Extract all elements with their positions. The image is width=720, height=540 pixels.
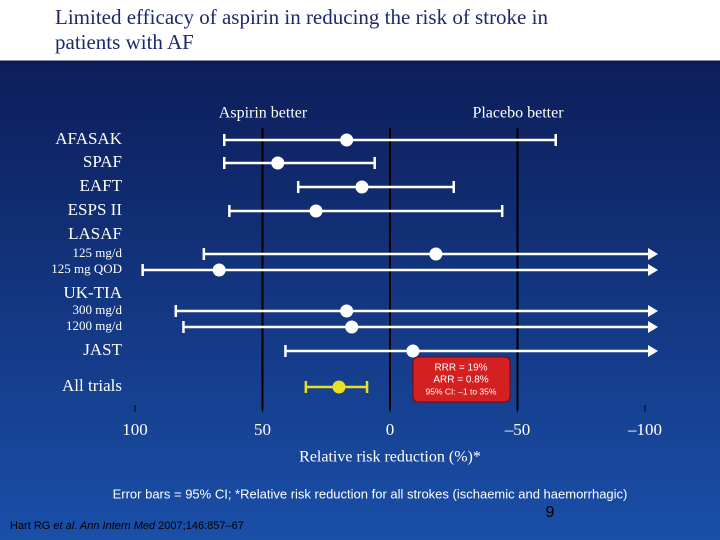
- row-label: 1200 mg/d: [66, 318, 122, 333]
- ci-arrow: [648, 321, 658, 333]
- citation: Hart RG et al. Ann Intern Med 2007;146:8…: [10, 520, 244, 532]
- estimate-point: [340, 133, 354, 147]
- row-label: SPAF: [83, 152, 122, 171]
- citation-part: et al. Ann Intern Med: [53, 520, 156, 532]
- x-tick-label: 0: [386, 420, 395, 439]
- estimate-point: [345, 320, 359, 334]
- row-label: 300 mg/d: [73, 302, 123, 317]
- row-label: 125 mg QOD: [51, 261, 122, 276]
- right-header: Placebo better: [472, 105, 564, 122]
- annotation-text: ARR = 0.8%: [433, 375, 488, 386]
- x-axis-title: Relative risk reduction (%)*: [299, 449, 481, 466]
- row-label: 125 mg/d: [73, 245, 123, 260]
- footnote: Error bars = 95% CI; *Relative risk redu…: [113, 486, 628, 501]
- x-tick-label: 100: [122, 420, 148, 439]
- title-line: patients with AF: [55, 30, 194, 54]
- citation-part: 2007;146:857–67: [155, 520, 244, 532]
- row-label: LASAF: [68, 224, 122, 243]
- estimate-point: [332, 380, 346, 394]
- page-number: 9: [546, 504, 555, 521]
- plot: Aspirin better Placebo better 100 50 0 –50 –10…: [51, 105, 662, 466]
- estimate-point: [406, 344, 420, 358]
- x-tick-label: –100: [627, 420, 662, 439]
- row-label: UK-TIA: [63, 283, 122, 302]
- ci-arrow: [648, 345, 658, 357]
- x-tick-label: 50: [254, 420, 271, 439]
- row-label: ESPS II: [68, 200, 123, 219]
- title-line: Limited efficacy of aspirin in reducing …: [55, 5, 548, 29]
- annotation-box: [412, 356, 511, 403]
- row-label: EAFT: [80, 176, 123, 195]
- row-label: All trials: [62, 376, 122, 395]
- estimate-point: [212, 263, 226, 277]
- ci-arrow: [648, 248, 658, 260]
- estimate-point: [429, 247, 443, 261]
- estimate-point: [340, 304, 354, 318]
- title-band: [0, 0, 720, 62]
- row-label: AFASAK: [55, 129, 122, 148]
- estimate-point: [309, 204, 323, 218]
- annotation-text: RRR = 19%: [434, 363, 487, 374]
- annotation-text: 95% CI: –1 to 35%: [426, 386, 497, 396]
- left-header: Aspirin better: [219, 105, 308, 122]
- ci-arrow: [648, 264, 658, 276]
- citation-part: Hart RG: [10, 520, 53, 532]
- estimate-point: [271, 156, 285, 170]
- row-label: JAST: [83, 340, 122, 359]
- estimate-point: [355, 180, 369, 194]
- x-tick-label: –50: [504, 420, 531, 439]
- ci-arrow: [648, 305, 658, 317]
